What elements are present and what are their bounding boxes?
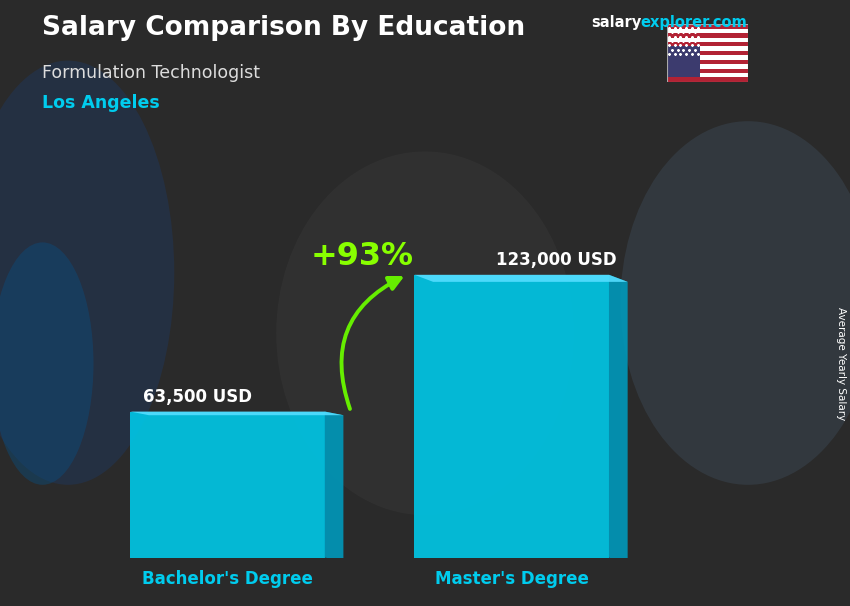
Text: salary: salary <box>591 15 641 30</box>
Bar <box>667 42 748 47</box>
Text: Average Yearly Salary: Average Yearly Salary <box>836 307 846 420</box>
Bar <box>667 47 700 78</box>
Bar <box>667 59 748 64</box>
Bar <box>667 47 748 51</box>
Text: Formulation Technologist: Formulation Technologist <box>42 64 260 82</box>
Polygon shape <box>130 411 343 415</box>
Text: Salary Comparison By Education: Salary Comparison By Education <box>42 15 525 41</box>
Polygon shape <box>415 275 609 558</box>
Ellipse shape <box>276 152 574 515</box>
Bar <box>667 33 748 38</box>
Bar <box>667 64 748 68</box>
Text: 63,500 USD: 63,500 USD <box>143 388 252 406</box>
Text: +93%: +93% <box>310 241 414 272</box>
Text: explorer.com: explorer.com <box>640 15 747 30</box>
Text: Master's Degree: Master's Degree <box>434 570 589 588</box>
Ellipse shape <box>0 61 174 485</box>
Bar <box>667 78 748 82</box>
Polygon shape <box>130 411 325 558</box>
Polygon shape <box>415 275 627 282</box>
Bar <box>667 73 748 78</box>
Polygon shape <box>325 411 343 561</box>
Bar <box>667 51 748 55</box>
Bar <box>667 55 748 59</box>
Ellipse shape <box>620 121 850 485</box>
Bar <box>667 38 748 42</box>
Text: Los Angeles: Los Angeles <box>42 94 161 112</box>
Text: Bachelor's Degree: Bachelor's Degree <box>142 570 313 588</box>
Text: 123,000 USD: 123,000 USD <box>496 251 617 269</box>
Bar <box>667 68 748 73</box>
Polygon shape <box>609 275 627 565</box>
Bar <box>667 24 748 28</box>
Bar <box>667 28 748 33</box>
Ellipse shape <box>0 242 94 485</box>
